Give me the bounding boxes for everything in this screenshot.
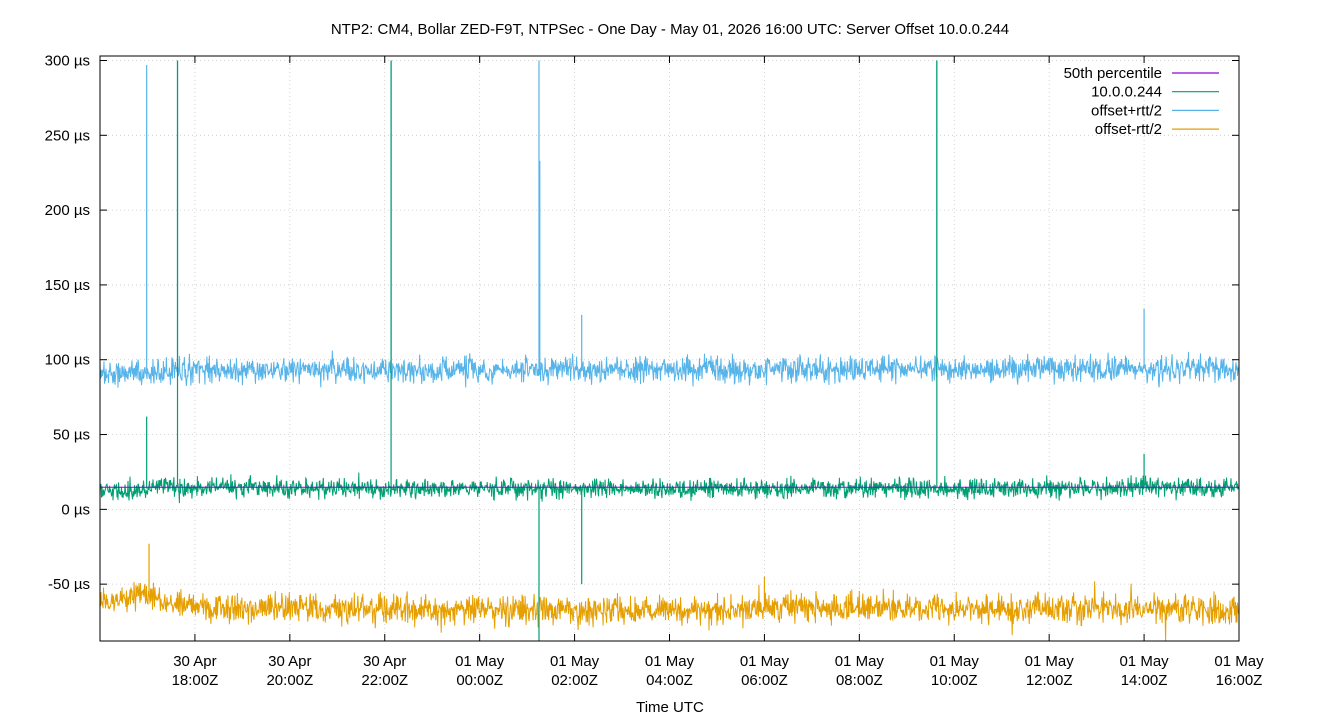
series-line xyxy=(99,472,1240,504)
series-offset-rtt-2 xyxy=(99,543,1240,642)
x-tick-label-date: 01 May xyxy=(930,653,980,670)
x-tick-label-time: 18:00Z xyxy=(172,672,219,689)
x-tick-label-time: 02:00Z xyxy=(551,672,598,689)
legend-item: offset-rtt/2 xyxy=(1095,121,1219,138)
x-tick-label-date: 01 May xyxy=(1214,653,1264,670)
x-tick-label-time: 14:00Z xyxy=(1121,672,1168,689)
x-tick-label-date: 01 May xyxy=(455,653,505,670)
x-tick-label-date: 01 May xyxy=(645,653,695,670)
x-tick-label-time: 12:00Z xyxy=(1026,672,1073,689)
legend-item: offset+rtt/2 xyxy=(1091,102,1219,119)
x-tick-label-date: 01 May xyxy=(550,653,600,670)
x-tick-label-date: 01 May xyxy=(1025,653,1075,670)
x-tick-label-date: 01 May xyxy=(835,653,885,670)
legend-item: 10.0.0.244 xyxy=(1091,84,1219,101)
y-tick-label: 0 µs xyxy=(61,501,90,518)
y-tick-label: 100 µs xyxy=(45,352,90,369)
legend-label: 10.0.0.244 xyxy=(1091,84,1162,101)
x-tick-label-time: 20:00Z xyxy=(266,672,313,689)
series-layer xyxy=(99,60,1240,642)
legend-item: 50th percentile xyxy=(1064,65,1219,82)
series-line xyxy=(99,350,1240,388)
series-10-0-0-244 xyxy=(99,60,1240,641)
legend-label: 50th percentile xyxy=(1064,65,1162,82)
y-tick-label: 300 µs xyxy=(45,52,90,69)
ticks-layer: 300 µs 250 µs 200 µs 150 µs 100 µs 50 µs 0 µs -… xyxy=(45,52,1264,689)
x-tick-label-date: 01 May xyxy=(1119,653,1169,670)
x-axis-label: Time UTC xyxy=(636,699,704,716)
x-tick-label-time: 22:00Z xyxy=(361,672,408,689)
x-tick-label-date: 01 May xyxy=(740,653,790,670)
y-tick-label: 50 µs xyxy=(53,427,90,444)
x-tick-label-time: 00:00Z xyxy=(456,672,503,689)
x-tick-label-date: 30 Apr xyxy=(268,653,311,670)
x-tick-label-date: 30 Apr xyxy=(363,653,406,670)
y-tick-label: 250 µs xyxy=(45,127,90,144)
series-line xyxy=(99,581,1240,642)
x-tick-label-time: 06:00Z xyxy=(741,672,788,689)
x-tick-label-time: 08:00Z xyxy=(836,672,883,689)
legend-label: offset-rtt/2 xyxy=(1095,121,1162,138)
x-tick-label-time: 04:00Z xyxy=(646,672,693,689)
x-tick-label-time: 10:00Z xyxy=(931,672,978,689)
x-tick-label-time: 16:00Z xyxy=(1216,672,1263,689)
legend-label: offset+rtt/2 xyxy=(1091,102,1162,119)
y-tick-label: 200 µs xyxy=(45,202,90,219)
y-tick-label: 150 µs xyxy=(45,277,90,294)
chart-title: NTP2: CM4, Bollar ZED-F9T, NTPSec - One … xyxy=(331,21,1009,38)
y-tick-label: -50 µs xyxy=(48,576,90,593)
x-tick-label-date: 30 Apr xyxy=(173,653,216,670)
